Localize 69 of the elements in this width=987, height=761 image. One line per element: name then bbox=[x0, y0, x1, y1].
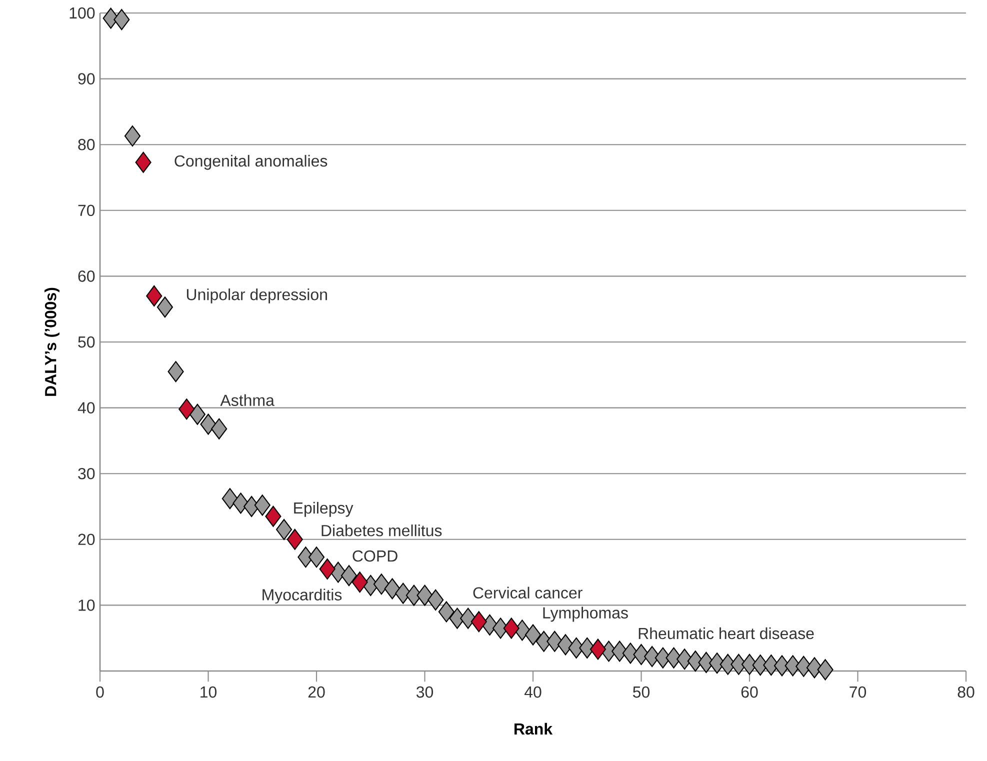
point bbox=[806, 657, 822, 678]
x-tick-label: 40 bbox=[524, 686, 542, 698]
x-tick-label: 30 bbox=[416, 686, 434, 698]
y-tick-label: 90 bbox=[78, 73, 95, 84]
x-tick-label: 50 bbox=[633, 686, 650, 698]
y-tick-label: 50 bbox=[78, 336, 95, 348]
annotation: Congenital anomalies bbox=[174, 154, 328, 170]
y-tick-label: 40 bbox=[78, 402, 95, 414]
y-tick-label: 30 bbox=[78, 468, 95, 480]
annotation: Rheumatic heart disease bbox=[638, 627, 814, 640]
point bbox=[308, 546, 325, 568]
point bbox=[340, 565, 358, 586]
point bbox=[395, 582, 412, 604]
y-tick-label: 60 bbox=[78, 270, 95, 282]
point bbox=[460, 608, 476, 629]
y-tick-label: 70 bbox=[78, 204, 95, 216]
annotation: Cervical cancer bbox=[473, 586, 582, 599]
point bbox=[438, 601, 454, 622]
point bbox=[676, 648, 693, 670]
x-tick-label: 0 bbox=[96, 686, 104, 698]
point bbox=[590, 638, 606, 660]
point bbox=[470, 611, 487, 632]
y-tick-label: 20 bbox=[78, 534, 95, 546]
point bbox=[286, 528, 303, 550]
point bbox=[254, 494, 270, 516]
point bbox=[232, 492, 249, 514]
annotation: Lymphomas bbox=[543, 606, 628, 622]
point bbox=[546, 630, 563, 652]
point bbox=[666, 647, 682, 668]
point bbox=[146, 285, 162, 306]
annotation: COPD bbox=[352, 550, 398, 562]
point bbox=[817, 659, 834, 680]
point bbox=[124, 126, 141, 147]
point bbox=[416, 584, 433, 606]
point bbox=[265, 506, 282, 527]
point bbox=[178, 398, 195, 420]
point bbox=[189, 404, 206, 425]
point bbox=[276, 518, 292, 540]
y-tick-label: 100 bbox=[70, 7, 95, 19]
point bbox=[200, 414, 216, 435]
point bbox=[503, 618, 520, 639]
x-axis-title: Rank bbox=[514, 722, 553, 735]
x-tick-label: 10 bbox=[200, 686, 217, 698]
point bbox=[211, 418, 228, 440]
annotation: Diabetes mellitus bbox=[322, 524, 442, 536]
y-axis-title: DALY’s (’000s) bbox=[44, 288, 60, 396]
point bbox=[557, 634, 574, 656]
point bbox=[373, 574, 390, 595]
point bbox=[612, 640, 628, 662]
point bbox=[114, 9, 130, 30]
x-tick-label: 80 bbox=[958, 686, 974, 698]
point bbox=[428, 589, 444, 610]
annotation: Asthma bbox=[220, 394, 274, 406]
annotation: Epilepsy bbox=[294, 502, 354, 517]
point bbox=[524, 624, 542, 646]
point bbox=[384, 578, 400, 600]
annotation: Myocarditis bbox=[262, 588, 342, 604]
point bbox=[135, 152, 152, 173]
y-tick-label: 80 bbox=[78, 138, 95, 150]
point bbox=[222, 488, 238, 510]
point bbox=[156, 296, 173, 318]
point bbox=[352, 572, 368, 593]
annotation: Unipolar depression bbox=[186, 288, 327, 304]
x-tick-label: 60 bbox=[741, 686, 758, 698]
x-tick-label: 70 bbox=[850, 686, 866, 698]
x-tick-label: 20 bbox=[308, 686, 325, 698]
point bbox=[319, 558, 336, 580]
y-tick-label: 10 bbox=[78, 600, 95, 611]
point bbox=[168, 361, 184, 382]
